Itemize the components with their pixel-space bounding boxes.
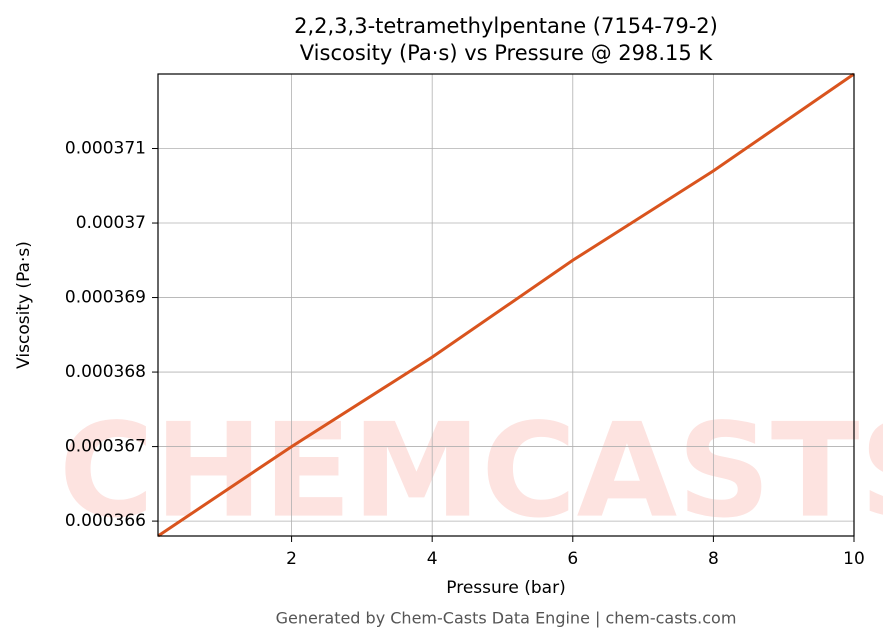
y-tick-label: 0.000369	[65, 288, 146, 308]
y-tick-label: 0.00037	[76, 213, 146, 233]
chart-subtitle: Viscosity (Pa·s) vs Pressure @ 298.15 K	[300, 41, 714, 65]
x-tick-label: 6	[567, 549, 578, 569]
plot-frame	[157, 73, 855, 537]
x-tick-label: 8	[708, 549, 719, 569]
y-tick-label: 0.000371	[65, 139, 146, 159]
chart-title: 2,2,3,3-tetramethylpentane (7154-79-2)	[294, 14, 718, 38]
y-axis-label: Viscosity (Pa·s)	[14, 241, 34, 369]
footer: Generated by Chem-Casts Data Engine | ch…	[276, 609, 737, 628]
data-line	[157, 72, 855, 538]
x-tick-label: 2	[286, 549, 297, 569]
y-tick-label: 0.000366	[65, 511, 146, 531]
x-axis-label: Pressure (bar)	[446, 578, 565, 598]
x-tick-label: 4	[427, 549, 438, 569]
y-tick-label: 0.000367	[65, 437, 146, 457]
watermark: CHEMCASTS	[59, 395, 883, 547]
y-tick-label: 0.000368	[65, 362, 146, 382]
x-tick-label: 10	[843, 549, 865, 569]
